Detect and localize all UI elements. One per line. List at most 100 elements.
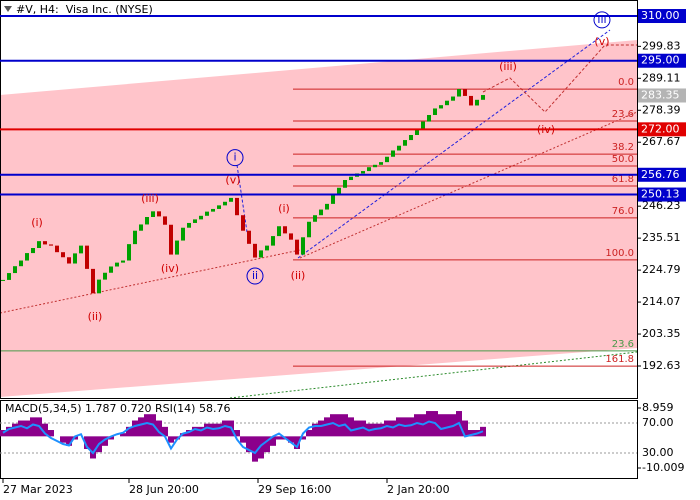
trend-line [229, 351, 638, 399]
candle [313, 215, 317, 222]
fib-label: 23.6 [612, 109, 634, 120]
candle [121, 260, 125, 263]
fib-label: 76.0 [612, 206, 634, 217]
macd-bar [84, 436, 90, 449]
main-plot: 0.0 23.6 38.250.0 61.8 76.0 100.0 23.6 161.8 [0, 77, 637, 367]
macd-bar [258, 436, 264, 459]
y-tick-label: 267.67 [642, 135, 681, 148]
macd-bar [306, 430, 312, 437]
candle [475, 99, 479, 106]
macd-bar [138, 417, 144, 437]
macd-bar [384, 420, 390, 437]
candle [415, 129, 419, 135]
macd-bar [6, 426, 12, 437]
plot-border [0, 0, 638, 399]
candle [235, 197, 239, 216]
candle [325, 203, 329, 210]
price-label: 250.13 [641, 188, 680, 201]
candle [385, 156, 389, 163]
channel [0, 40, 637, 397]
y-tick-label: 224.79 [642, 263, 681, 276]
wave-circle [226, 149, 244, 167]
macd-bar [192, 426, 198, 437]
y-tick-label: 235.51 [642, 231, 681, 244]
wave-label: iii [597, 13, 606, 26]
candle [43, 241, 47, 245]
candle [457, 89, 461, 97]
candle [217, 205, 221, 209]
candle [445, 100, 449, 106]
wave-label: i [233, 151, 236, 164]
price-label-box [638, 53, 686, 68]
candle [301, 237, 305, 255]
candle [379, 162, 383, 165]
price-label: 283.35 [641, 88, 680, 101]
candle [97, 279, 101, 294]
candle [367, 167, 371, 172]
macd-bar [12, 423, 18, 437]
macd-bar [252, 436, 258, 462]
wave-label: (iii) [499, 60, 517, 73]
macd-bar [324, 417, 330, 437]
macd-bar [414, 414, 420, 437]
candle [49, 244, 53, 246]
candle [25, 253, 29, 261]
candle [115, 262, 119, 267]
projection [236, 164, 248, 233]
y-tick-label: 70.00 [642, 416, 674, 429]
wave-label: (iv) [537, 123, 555, 136]
fib-label: 61.8 [612, 174, 634, 185]
macd-bar [348, 417, 354, 437]
macd-bar [270, 436, 276, 446]
macd-bar [246, 436, 252, 453]
macd-bar [426, 411, 432, 437]
candle [157, 211, 161, 217]
candle [349, 176, 353, 181]
wave-label: (ii) [291, 269, 306, 282]
candle [31, 248, 35, 254]
fib-label: 23.6 [612, 339, 634, 350]
candle [7, 273, 11, 280]
macd-bar [378, 423, 384, 437]
trend-line [297, 29, 611, 259]
macd-bar [222, 420, 228, 437]
candle [13, 266, 17, 274]
candle [277, 226, 281, 237]
candle [403, 140, 407, 146]
y-tick-label: 30.00 [642, 446, 674, 459]
candle [229, 197, 233, 202]
candle [223, 201, 227, 206]
macd-bar [66, 436, 72, 446]
candle [1, 279, 5, 281]
macd-bar [30, 417, 36, 437]
macd-bar [48, 430, 54, 437]
price-label: 272.00 [641, 122, 680, 135]
macd-bar [18, 420, 24, 437]
candle [193, 219, 197, 223]
macd-bar [408, 417, 414, 437]
candle [283, 226, 287, 234]
candle [463, 89, 467, 96]
candle [85, 245, 89, 269]
macd-bar [168, 436, 174, 443]
candle [67, 257, 71, 264]
macd-bar [210, 423, 216, 437]
wave-label: ii [252, 269, 258, 282]
macd-bar [318, 420, 324, 437]
macd-bar [264, 436, 270, 453]
macd-bar [102, 436, 108, 446]
x-tick-label: 29 Sep 16:00 [258, 483, 331, 496]
macd-bar [198, 426, 204, 437]
macd-bar [156, 420, 162, 437]
fib-label: 100.0 [605, 248, 634, 259]
candle [481, 95, 485, 100]
wave-label: (ii) [88, 310, 103, 323]
candle [337, 187, 341, 196]
y-tick-label: 289.11 [642, 71, 681, 84]
macd-bar [144, 414, 150, 437]
candle [247, 230, 251, 244]
wave-label: (iii) [141, 192, 159, 205]
candle [73, 253, 77, 264]
wave-label: (v) [594, 35, 609, 48]
